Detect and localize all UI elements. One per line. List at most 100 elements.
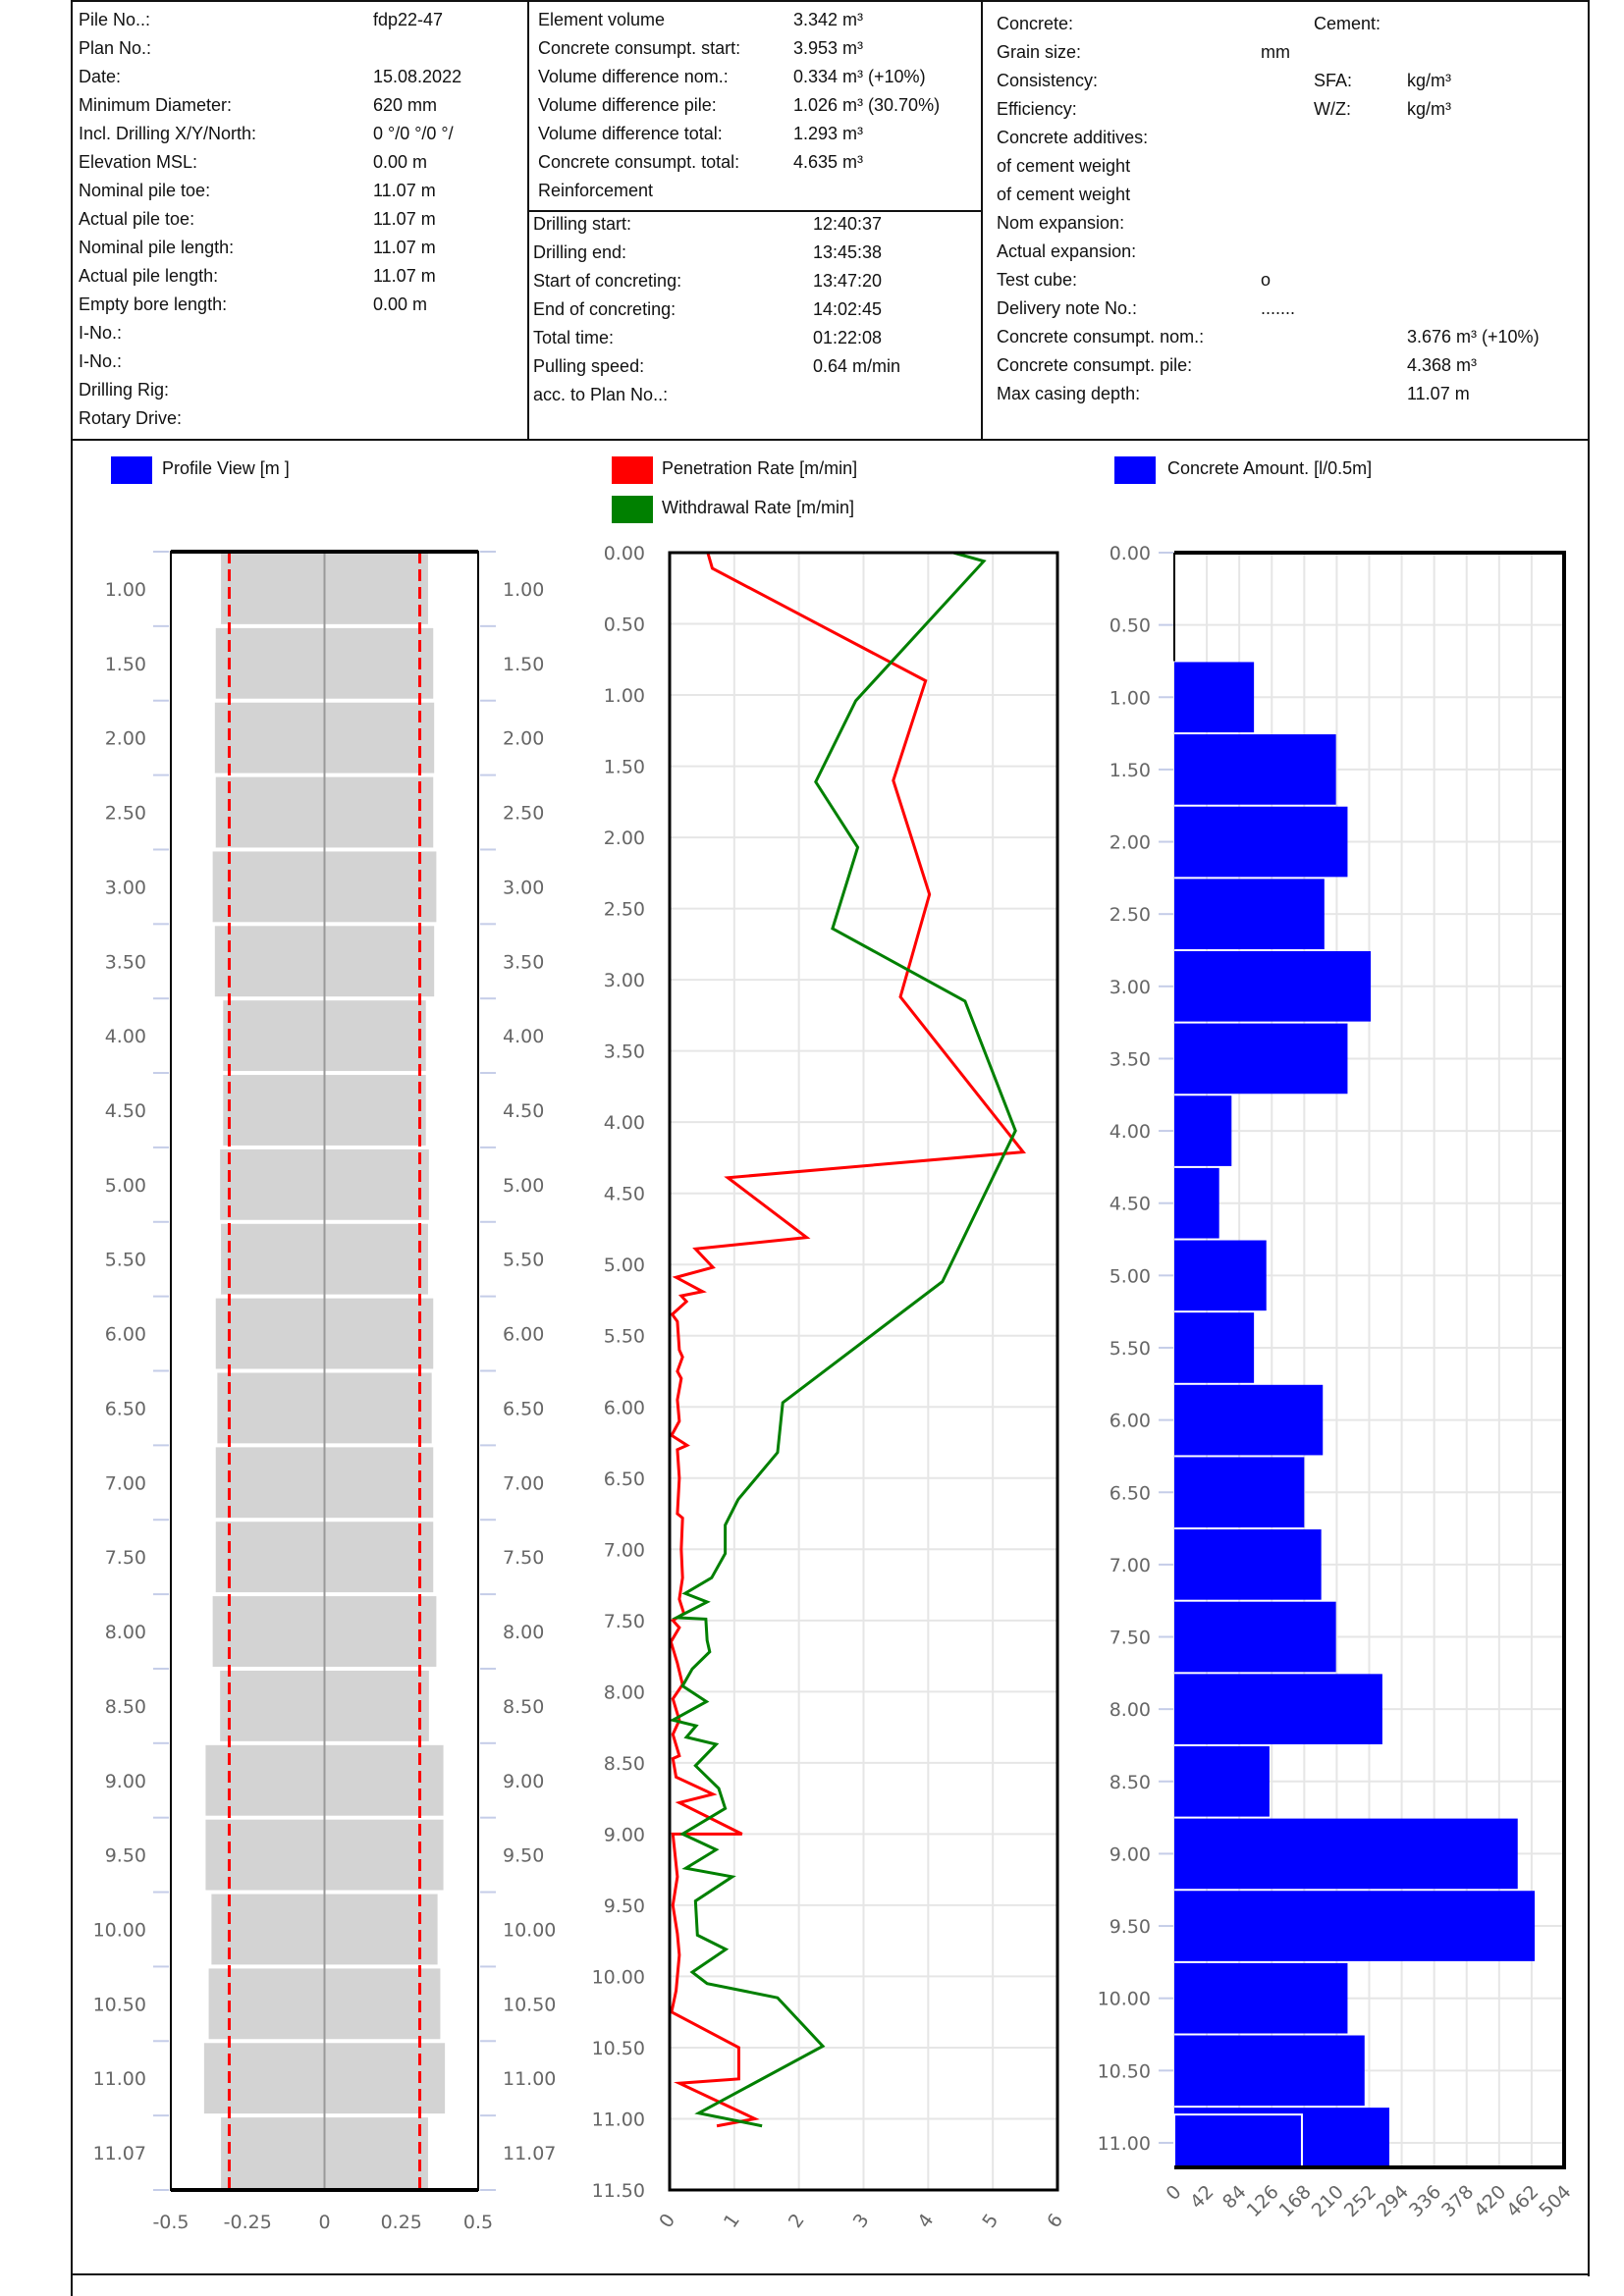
concrete-bar bbox=[1174, 1818, 1518, 1890]
y-tick-label: 11.50 bbox=[592, 2180, 645, 2202]
depth-label-right: 11.07 bbox=[503, 2143, 556, 2164]
y-tick-label: 8.50 bbox=[1110, 1772, 1151, 1793]
concrete-plot-frame bbox=[1174, 551, 1566, 2169]
field-sublabel: W/Z: bbox=[1314, 99, 1351, 119]
field-value: kg/m³ bbox=[1407, 99, 1451, 119]
x-tick-label: 168 bbox=[1275, 2181, 1316, 2221]
field-label: Max casing depth: bbox=[997, 384, 1141, 403]
concrete-bar bbox=[1174, 2108, 1389, 2166]
x-tick-label: 126 bbox=[1243, 2181, 1283, 2221]
depth-label-right: 4.50 bbox=[503, 1100, 544, 1122]
info-row: Volume difference pile: 1.026 m³ (30.70%) bbox=[538, 91, 975, 120]
depth-label-left: 2.00 bbox=[105, 728, 146, 750]
field-value: 0.64 m/min bbox=[813, 356, 901, 376]
y-tick-label: 10.00 bbox=[1098, 1989, 1151, 2010]
concrete-bar bbox=[1174, 1529, 1322, 1600]
depth-label-right: 3.00 bbox=[503, 877, 544, 898]
field-value: 14:02:45 bbox=[813, 299, 883, 319]
depth-label-right: 5.50 bbox=[503, 1250, 544, 1271]
penetration-legend-label: Penetration Rate [m/min] bbox=[662, 458, 858, 478]
concrete-bar bbox=[1174, 734, 1336, 805]
info-row: Concrete consumpt. start: 3.953 m³ bbox=[538, 34, 975, 63]
depth-label-left: 8.00 bbox=[105, 1622, 146, 1643]
y-tick-label: 10.00 bbox=[592, 1966, 645, 1988]
depth-label-left: 5.50 bbox=[105, 1250, 146, 1271]
field-label: Drilling end: bbox=[533, 242, 627, 262]
field-label: Volume difference total: bbox=[538, 124, 723, 143]
depth-label-right: 1.50 bbox=[503, 654, 544, 675]
pile-info-section: Pile No..: fdp22-47 Plan No.: Date: 15.08.20… bbox=[79, 6, 520, 433]
y-tick-label: 2.00 bbox=[1110, 832, 1151, 854]
field-label: Concrete additives: bbox=[997, 128, 1149, 147]
info-row: Date: 15.08.2022 bbox=[79, 63, 520, 91]
x-tick-label: -0.25 bbox=[224, 2212, 272, 2233]
y-tick-label: 0.00 bbox=[1110, 543, 1151, 564]
x-tick-label: 42 bbox=[1186, 2181, 1218, 2214]
depth-label-right: 10.00 bbox=[503, 1919, 556, 1941]
field-value: 0.00 m bbox=[373, 294, 428, 314]
info-row: Incl. Drilling X/Y/North: 0 °/0 °/0 °/ bbox=[79, 120, 520, 148]
info-row: Actual pile toe: 11.07 m bbox=[79, 205, 520, 234]
page-right-border bbox=[1588, 0, 1590, 2276]
concrete-info-section: Concrete: Cement: Grain size: mm Consistency… bbox=[997, 10, 1586, 408]
x-tick-label: 5 bbox=[978, 2210, 1002, 2232]
y-tick-label: 8.50 bbox=[604, 1753, 645, 1775]
field-label: Grain size: bbox=[997, 42, 1082, 62]
info-row: Minimum Diameter: 620 mm bbox=[79, 91, 520, 120]
field-label: Reinforcement bbox=[538, 181, 654, 200]
depth-label-right: 2.00 bbox=[503, 728, 544, 750]
field-label: Drilling start: bbox=[533, 214, 632, 234]
x-tick-label: 504 bbox=[1535, 2181, 1575, 2221]
info-row: Actual expansion: bbox=[997, 238, 1586, 266]
field-label: Drilling Rig: bbox=[79, 380, 170, 400]
info-row: Concrete: Cement: bbox=[997, 10, 1586, 38]
y-tick-label: 1.00 bbox=[1110, 687, 1151, 709]
field-value: 0 °/0 °/0 °/ bbox=[373, 124, 454, 143]
y-tick-label: 2.50 bbox=[604, 899, 645, 921]
info-row: Efficiency: W/Z: kg/m³ bbox=[997, 95, 1586, 124]
depth-label-left: 4.50 bbox=[105, 1100, 146, 1122]
info-row: Total time: 01:22:08 bbox=[533, 324, 975, 352]
field-value: mm bbox=[1261, 42, 1290, 62]
x-tick-label: 252 bbox=[1340, 2181, 1380, 2221]
depth-label-left: 9.50 bbox=[105, 1845, 146, 1867]
field-value: 1.026 m³ (30.70%) bbox=[793, 95, 941, 115]
depth-label-right: 11.00 bbox=[503, 2068, 556, 2090]
field-label: Delivery note No.: bbox=[997, 298, 1138, 318]
depth-label-left: 1.50 bbox=[105, 654, 146, 675]
penetration-rate-line bbox=[669, 552, 1027, 2128]
depth-label-right: 6.50 bbox=[503, 1398, 544, 1419]
y-tick-label: 3.50 bbox=[1110, 1048, 1151, 1070]
depth-label-right: 2.50 bbox=[503, 803, 544, 825]
field-value: 12:40:37 bbox=[813, 214, 883, 234]
header-divider bbox=[527, 210, 983, 212]
field-value: ....... bbox=[1261, 298, 1296, 318]
y-tick-label: 3.00 bbox=[1110, 977, 1151, 998]
info-row: Delivery note No.:....... bbox=[997, 294, 1586, 323]
field-label: of cement weight bbox=[997, 185, 1131, 204]
concrete-bar bbox=[1174, 1240, 1267, 1311]
field-value: 0.00 m bbox=[373, 152, 428, 172]
penetration-legend-swatch bbox=[612, 456, 653, 484]
depth-label-left: 10.00 bbox=[93, 1919, 146, 1941]
y-tick-label: 5.00 bbox=[1110, 1265, 1151, 1287]
info-row: Concrete consumpt. nom.: 3.676 m³ (+10%) bbox=[997, 323, 1586, 351]
field-value: 11.07 m bbox=[373, 181, 436, 200]
field-value: fdp22-47 bbox=[373, 10, 444, 29]
field-value: 11.07 m bbox=[373, 209, 436, 229]
info-row: Max casing depth: 11.07 m bbox=[997, 380, 1586, 408]
field-value: 0.334 m³ (+10%) bbox=[793, 67, 926, 86]
info-row: Drilling start: 12:40:37 bbox=[533, 210, 975, 239]
depth-label-right: 10.50 bbox=[503, 1994, 556, 2015]
y-tick-label: 11.00 bbox=[1098, 2133, 1151, 2155]
field-label: Plan No.: bbox=[79, 38, 152, 58]
concrete-bar bbox=[1174, 1962, 1348, 2034]
info-row: I-No.: bbox=[79, 347, 520, 376]
concrete-bar bbox=[1174, 1457, 1305, 1528]
y-tick-label: 7.50 bbox=[1110, 1628, 1151, 1649]
field-value: 13:45:38 bbox=[813, 242, 883, 262]
depth-label-left: 7.50 bbox=[105, 1547, 146, 1569]
field-value: 01:22:08 bbox=[813, 328, 883, 347]
depth-label-left: 9.00 bbox=[105, 1771, 146, 1792]
